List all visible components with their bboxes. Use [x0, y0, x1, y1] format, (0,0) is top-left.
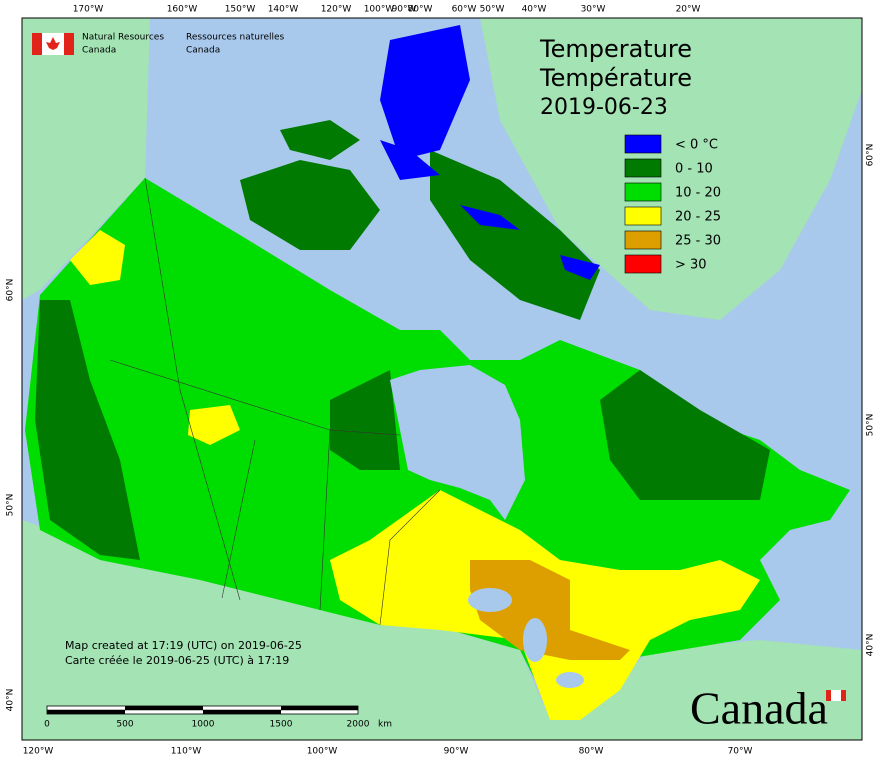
lon-label: 20°W: [676, 5, 701, 15]
land-region: [380, 140, 440, 180]
lat-label: 40°N: [6, 689, 16, 712]
scale-label: 1500: [270, 720, 293, 730]
legend-swatch: [624, 134, 662, 154]
land-region: [470, 560, 630, 660]
flag-icon: [32, 33, 74, 55]
flag-bar: [32, 33, 42, 55]
date: 2019-06-23: [540, 95, 668, 120]
scale-segment: [203, 710, 281, 714]
footer: Carte créée le 2019-06-25 (UTC) à 17:19: [65, 654, 289, 667]
lon-label: 120°W: [321, 5, 352, 15]
land-region: [70, 230, 125, 285]
legend-swatch: [624, 206, 662, 226]
lake: [523, 618, 547, 662]
footer: Map created at 17:19 (UTC) on 2019-06-25: [65, 639, 302, 652]
scale-label: 500: [116, 720, 133, 730]
scale-segment: [281, 706, 358, 710]
lake: [556, 672, 584, 688]
lat-label: 60°N: [6, 279, 16, 302]
wordmark-flag: [831, 690, 841, 701]
lon-label: 160°W: [167, 5, 198, 15]
legend-swatch: [624, 182, 662, 202]
scale-label: 0: [44, 720, 50, 730]
border: [221, 439, 256, 599]
lon-label: 120°W: [23, 747, 54, 757]
lon-label: 140°W: [268, 5, 299, 15]
lon-label: 80°W: [579, 747, 604, 757]
lon-label: 100°W: [364, 5, 395, 15]
legend-label: 25 - 30: [675, 234, 721, 249]
legend-label: > 30: [675, 258, 707, 273]
lon-label: 80°W: [408, 5, 433, 15]
land-region: [600, 370, 770, 500]
scale-label: 2000: [347, 720, 370, 730]
land-region: [460, 205, 520, 230]
legend-swatch: [624, 254, 662, 274]
legend-label: 20 - 25: [675, 210, 721, 225]
land-region: [188, 405, 240, 445]
scale-segment: [125, 706, 203, 710]
greenland: [480, 18, 862, 320]
map-area: [22, 18, 862, 740]
border: [144, 177, 241, 601]
lon-label: 50°W: [480, 5, 505, 15]
lon-label: 60°W: [452, 5, 477, 15]
land-region: [380, 25, 470, 160]
land-region: [430, 150, 600, 320]
title: Temperature: [539, 35, 692, 63]
legend-label: 0 - 10: [675, 162, 713, 177]
lon-label: 150°W: [225, 5, 256, 15]
lon-label: 30°W: [581, 5, 606, 15]
scale-label: 1000: [192, 720, 215, 730]
lon-label: 70°W: [728, 747, 753, 757]
border: [379, 489, 441, 626]
legend-swatch: [624, 230, 662, 250]
lat-label: 40°N: [866, 634, 876, 657]
lake: [468, 588, 512, 612]
org-en: Natural Resources: [82, 33, 164, 43]
legend-swatch: [624, 158, 662, 178]
hudson-bay: [390, 365, 525, 520]
land-region: [35, 300, 140, 560]
lon-label: 170°W: [73, 5, 104, 15]
lat-label: 50°N: [6, 494, 16, 517]
wordmark: Canada: [690, 683, 828, 734]
lat-label: 50°N: [866, 414, 876, 437]
scale-segment: [47, 710, 125, 714]
alaska: [22, 18, 150, 300]
land-region: [240, 160, 380, 250]
scale-unit: km: [378, 720, 392, 730]
border: [319, 429, 331, 611]
map-frame: [21, 17, 863, 741]
lon-label: 100°W: [307, 747, 338, 757]
title: Température: [539, 64, 692, 92]
org-fr: Canada: [186, 46, 220, 56]
flag-bar: [64, 33, 74, 55]
lon-label: 90°W: [392, 5, 417, 15]
legend-label: < 0 °C: [675, 138, 718, 153]
legend-label: 10 - 20: [675, 186, 721, 201]
org-en: Canada: [82, 46, 116, 56]
land-region: [330, 370, 400, 470]
lon-label: 110°W: [171, 747, 202, 757]
maple-leaf: [46, 37, 60, 50]
lon-label: 40°W: [522, 5, 547, 15]
land-region: [560, 255, 600, 280]
lon-label: 90°W: [444, 747, 469, 757]
org-fr: Ressources naturelles: [186, 33, 285, 43]
land-region: [280, 120, 360, 160]
lat-label: 60°N: [866, 144, 876, 167]
